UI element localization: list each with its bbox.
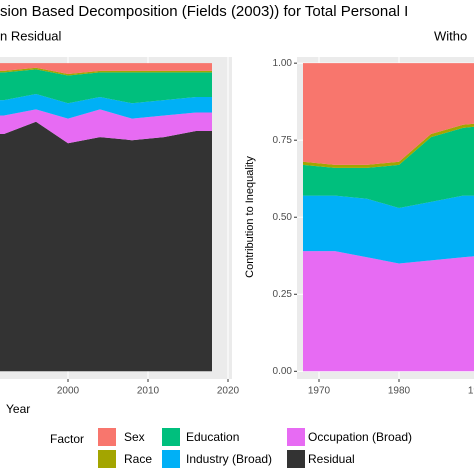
x-axis-label: Year [6,402,30,416]
area [0,63,212,74]
legend-label: Industry (Broad) [186,452,272,466]
subtitle: Witho [434,28,467,43]
legend-label: Sex [124,430,145,444]
area [0,67,212,76]
y-tick-label: 0.00 [273,366,293,377]
x-tick-label: 2000 [57,386,80,397]
area [303,123,474,168]
area [303,251,474,372]
x-tick-label: 1980 [388,386,411,397]
area [0,109,212,144]
area [0,121,212,372]
legend-title: Factor [50,432,84,446]
legend-label: Residual [308,452,355,466]
legend-label: Education [186,430,239,444]
area [303,63,474,165]
legend-label: Occupation (Broad) [308,430,412,444]
y-tick-label: 0.50 [273,212,293,223]
x-tick-label: 1970 [308,386,331,397]
legend-key [98,428,116,446]
area [0,69,212,104]
legend-key [162,450,180,468]
subtitle: n Residual [0,28,62,43]
legend-key [162,428,180,446]
area [0,93,212,119]
legend-key [287,428,305,446]
y-tick-label: 1.00 [273,58,293,69]
x-tick-label: 2010 [137,386,160,397]
y-tick-label: 0.25 [273,289,293,300]
chart-title: sion Based Decomposition (Fields (2003))… [0,3,408,20]
x-tick-label: 2020 [217,386,240,397]
area [303,126,474,208]
x-tick-label: 1990 [468,386,474,397]
y-axis-label: Contribution to Inequality [244,156,256,278]
area [303,195,474,264]
legend-label: Race [124,452,152,466]
y-tick-label: 0.75 [273,135,293,146]
legend-key [287,450,305,468]
legend-key [98,450,116,468]
